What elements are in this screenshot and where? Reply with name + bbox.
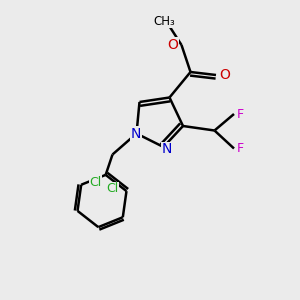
- Text: F: F: [237, 142, 244, 155]
- Text: CH₃: CH₃: [154, 14, 175, 28]
- Text: Cl: Cl: [106, 182, 118, 195]
- Text: Cl: Cl: [89, 176, 102, 189]
- Text: O: O: [168, 38, 178, 52]
- Text: N: N: [162, 142, 172, 156]
- Text: F: F: [237, 107, 244, 121]
- Text: N: N: [131, 127, 141, 140]
- Text: O: O: [219, 68, 230, 82]
